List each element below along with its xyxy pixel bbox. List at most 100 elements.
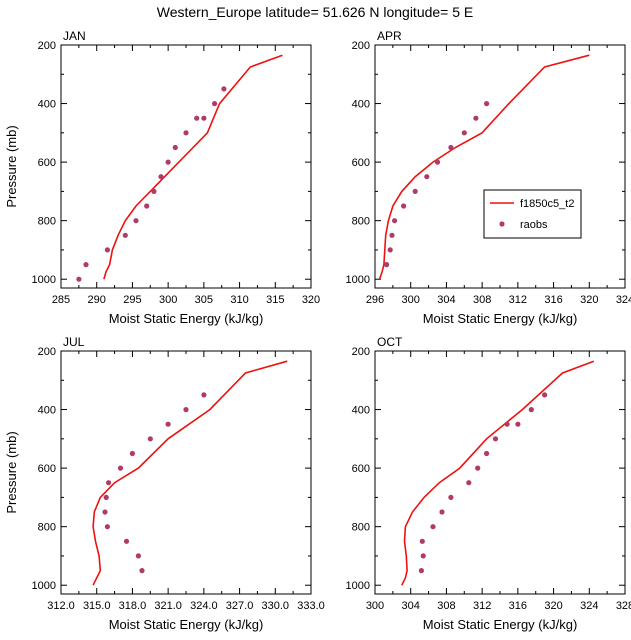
plot-frame [374,350,626,595]
x-tick-label: 312.0 [47,600,75,612]
obs-point [144,203,150,209]
y-tick-label: 600 [352,157,370,169]
legend-model-label: f1850c5_t2 [520,198,574,210]
y-tick-label: 800 [352,216,370,228]
y-tick-label: 600 [38,463,56,475]
obs-point [151,188,157,194]
x-tick-label: 305 [195,294,213,306]
x-tick-label: 315.0 [83,600,111,612]
y-tick-label: 400 [352,99,370,111]
obs-point [104,247,110,253]
series-line-model [401,360,595,586]
panel-title: OCT [377,335,403,349]
y-tick-label: 400 [352,405,370,417]
obs-point [165,159,171,165]
obs-point [473,115,479,121]
obs-point [83,262,89,268]
obs-point [76,276,82,282]
y-tick-label: 600 [38,157,56,169]
obs-point [461,130,467,136]
plot-frame [374,44,626,289]
obs-point [201,392,207,398]
panel-title: JUL [63,335,85,349]
x-tick-label: 315 [266,294,284,306]
legend-box [483,189,582,239]
x-tick-label: 324.0 [190,600,218,612]
obs-point [384,262,390,268]
panel-title: JAN [63,29,86,43]
obs-point [106,480,112,486]
series-line-model [103,54,283,280]
obs-point [123,538,130,544]
obs-point [515,421,521,427]
x-tick-label: 290 [88,294,106,306]
obs-point [135,553,141,559]
y-tick-label: 400 [38,405,56,417]
obs-point [122,232,128,238]
obs-point [484,450,490,457]
obs-point [158,174,164,180]
panel-title: APR [377,29,402,43]
legend-obs-swatch [499,221,505,227]
series-line-model [378,54,590,280]
x-tick-label: 324 [580,600,598,612]
panel-apr: APR 296 300 304 308 312 316 320 324 200 400 600 800 1… [346,29,631,326]
x-tick-label: 300 [159,294,177,306]
x-tick-label: 308 [473,294,491,306]
y-tick-label: 1000 [32,580,56,592]
obs-point [194,115,200,121]
y-tick-label: 200 [352,346,370,358]
x-tick-label: 312 [473,600,491,612]
x-tick-label: 324 [616,294,631,306]
panels: JAN 285 290 295 300 305 310 315 320 200 400 600 800 1… [4,29,631,632]
obs-point [183,407,189,413]
obs-point [103,494,109,500]
obs-point [492,436,499,442]
y-tick-label: 800 [38,216,56,228]
x-tick-label: 300 [402,294,420,306]
obs-point [504,421,510,427]
obs-point [212,101,218,107]
legend: f1850c5_t2 raobs [483,189,582,239]
y-axis-label: Pressure (mb) [4,125,19,207]
x-tick-label: 330.0 [262,600,290,612]
obs-point [484,101,490,107]
obs-point [542,392,548,398]
x-tick-label: 304 [402,600,420,612]
x-tick-label: 295 [123,294,141,306]
legend-obs-label: raobs [520,219,548,231]
x-tick-label: 333.0 [297,600,325,612]
obs-point [201,115,207,121]
y-tick-label: 800 [352,522,370,534]
panel-jul: JUL 312.0 315.0 318.0 321.0 324.0 327.0 330.0 33… [4,335,325,632]
obs-point [392,218,398,224]
panel-oct: OCT 300 304 308 312 316 320 324 328 200 400 600 800 1… [346,335,631,632]
obs-point [183,130,189,136]
obs-point [434,159,441,165]
figure-title: Western_Europe latitude= 51.626 N longit… [157,4,474,20]
y-tick-label: 200 [352,40,370,52]
obs-point [147,436,153,442]
x-tick-label: 328 [616,600,631,612]
series-line-model [92,360,288,586]
x-axis-label: Moist Static Energy (kJ/kg) [423,617,578,632]
x-axis-label: Moist Static Energy (kJ/kg) [109,617,264,632]
y-tick-label: 1000 [32,274,56,286]
y-tick-label: 800 [38,522,56,534]
obs-point [172,144,178,151]
obs-point [129,450,135,457]
x-axis-label: Moist Static Energy (kJ/kg) [109,311,264,326]
obs-point [430,524,436,530]
x-axis-label: Moist Static Energy (kJ/kg) [423,311,578,326]
obs-point [419,538,425,544]
obs-point [412,188,418,194]
obs-point [133,218,139,224]
obs-point [387,247,393,253]
y-tick-label: 400 [38,99,56,111]
x-tick-label: 320 [544,600,562,612]
y-axis-label: Pressure (mb) [4,431,19,513]
x-tick-label: 308 [437,600,455,612]
x-tick-label: 318.0 [119,600,147,612]
obs-point [420,553,426,559]
y-tick-label: 200 [38,346,56,358]
